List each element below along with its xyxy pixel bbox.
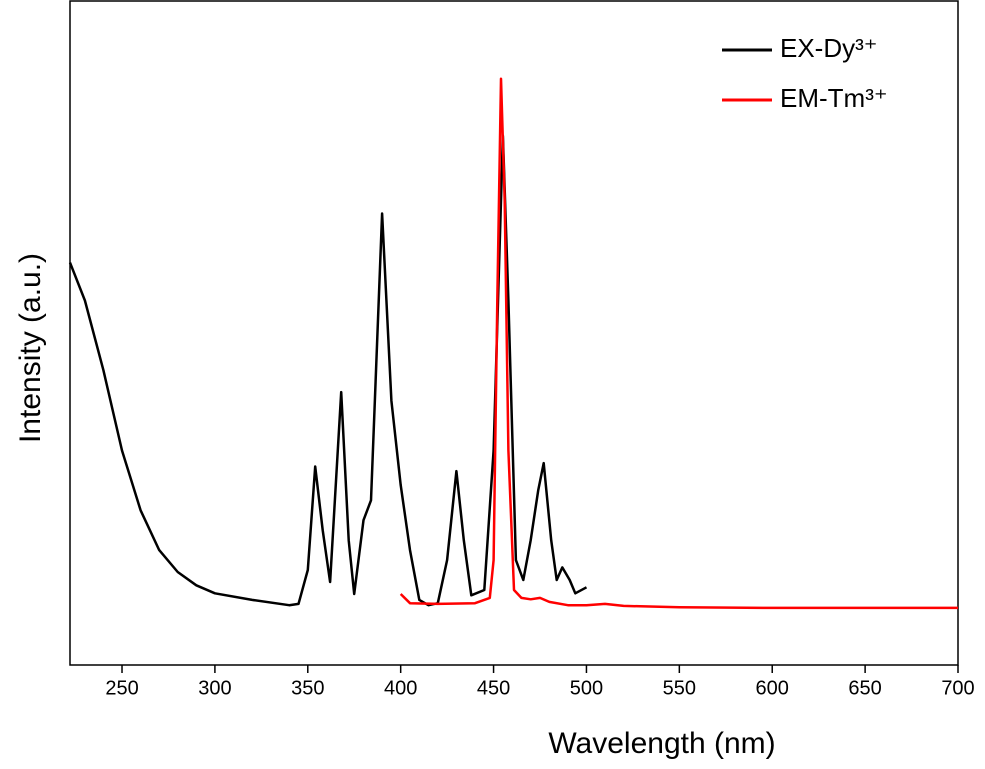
legend-label: EM-Tm³⁺ xyxy=(780,83,888,113)
x-tick-label: 350 xyxy=(291,677,324,699)
x-tick-label: 550 xyxy=(663,677,696,699)
x-tick-label: 700 xyxy=(941,677,974,699)
x-tick-label: 250 xyxy=(105,677,138,699)
x-tick-label: 500 xyxy=(570,677,603,699)
x-tick-label: 600 xyxy=(756,677,789,699)
x-tick-label: 300 xyxy=(198,677,231,699)
plot-frame xyxy=(69,0,959,666)
x-tick-label: 650 xyxy=(848,677,881,699)
series-line xyxy=(68,134,588,607)
x-axis-label: Wavelength (nm) xyxy=(548,727,775,760)
y-axis-label: Intensity (a.u.) xyxy=(14,253,47,443)
x-tick-label: 450 xyxy=(477,677,510,699)
x-tick-label: 400 xyxy=(384,677,417,699)
series-line xyxy=(399,77,958,610)
legend-label: EX-Dy³⁺ xyxy=(780,33,878,63)
